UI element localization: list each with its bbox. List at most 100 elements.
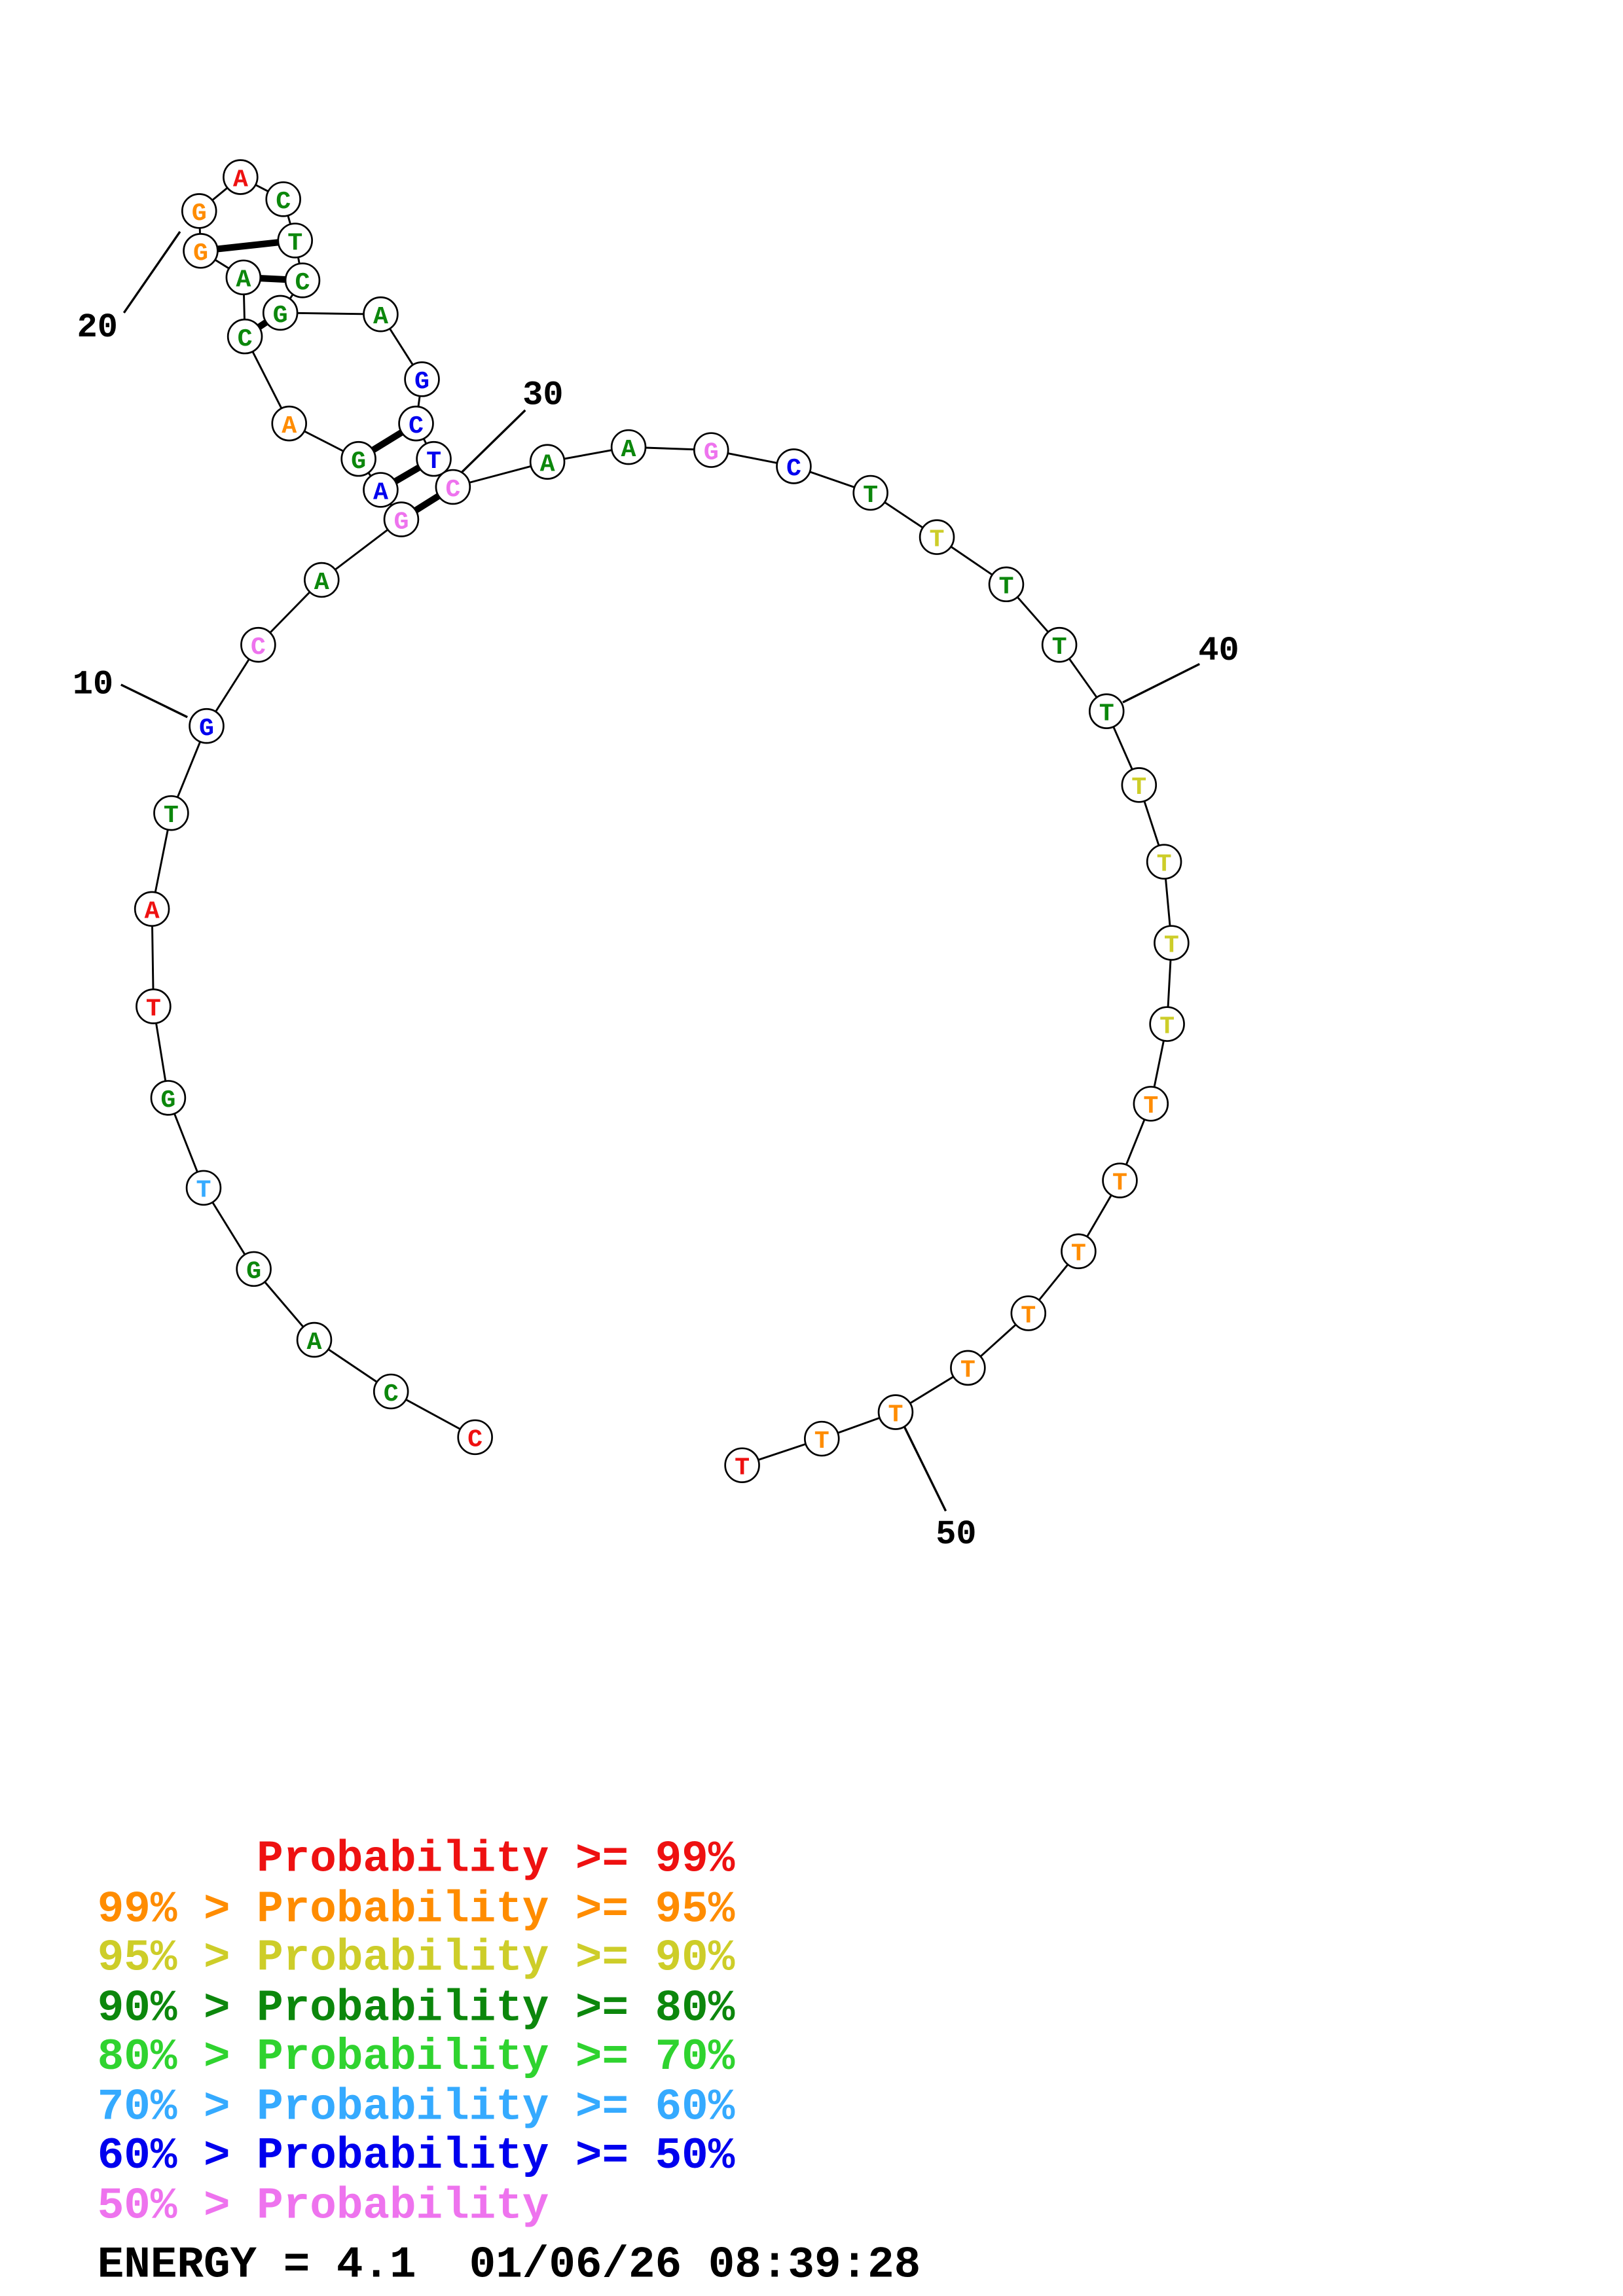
nucleotide-letter: T [930,525,945,554]
nucleotide-circle [153,795,189,831]
nucleotide-circle [277,223,313,259]
nucleotide-circle [724,1447,760,1483]
nucleotide-circle [1133,1086,1169,1122]
nucleotide-letter: G [246,1257,261,1286]
nucleotide-circle [271,405,307,442]
nucleotide-letter: T [1112,1168,1127,1197]
nucleotide-circle [988,566,1025,603]
nucleotide-letter: G [273,301,288,330]
nucleotide-letter: T [1164,931,1179,960]
nucleotide-24: C [284,262,321,298]
nucleotide-10: G [189,708,225,744]
nucleotide-35: T [852,475,888,511]
nucleotide-letter: T [888,1400,903,1429]
nucleotide-15: G [340,440,376,477]
legend-line: 80% > Probability >= 70% [98,2033,735,2083]
nucleotide-circle [265,181,301,217]
nucleotide-circle [1149,1006,1185,1042]
nucleotide-5: T [185,1170,222,1206]
nucleotide-circle [150,1080,187,1116]
legend-line: 99% > Probability >= 95% [98,1885,735,1935]
nucleotide-circle [240,626,276,663]
label-leader-line [120,683,188,719]
nucleotide-38: T [1041,626,1078,663]
nucleotide-circle [1121,767,1158,803]
nucleotide-circle [416,440,452,477]
nucleotide-4: G [236,1251,272,1287]
nucleotide-letter: T [814,1427,830,1456]
nucleotide-41: T [1146,844,1182,880]
nucleotide-circle [1154,925,1190,961]
nucleotide-letter: C [445,475,460,504]
nucleotide-46: T [1061,1233,1097,1270]
nucleotide-circle [1102,1162,1138,1198]
nucleotide-circle [1041,626,1078,663]
nucleotide-letter: T [735,1454,750,1482]
nucleotide-22: C [265,181,301,217]
nucleotide-47: T [1010,1295,1047,1331]
nucleotide-letter: G [704,438,719,467]
nucleotide-29: T [416,440,452,477]
nucleotide-circle [363,472,399,508]
nucleotide-letter: A [540,450,555,478]
nucleotide-18: A [225,259,262,296]
nucleotide-7: T [136,988,172,1024]
nucleotide-letter: T [1159,1012,1175,1041]
sequence-number-label: 20 [77,308,118,347]
nucleotide-circle [183,232,219,269]
label-leader-line [1122,663,1200,704]
sequence-number-label: 50 [936,1515,976,1554]
legend-line: 60% > Probability >= 50% [98,2132,735,2181]
nucleotide-9: T [153,795,189,831]
nucleotide-letter: T [1131,773,1146,802]
nucleotide-circle [136,988,172,1024]
nucleotide-26: A [363,296,399,332]
nucleotide-letter: T [164,801,179,830]
nucleotide-letter: T [196,1176,211,1205]
nucleotide-43: T [1149,1006,1185,1042]
nucleotide-17: C [227,318,263,355]
nucleotide-letter: G [351,447,366,476]
nucleotide-letter: A [307,1328,322,1357]
nucleotide-circle [693,432,729,468]
legend-line: 90% > Probability >= 80% [98,1984,735,2034]
nucleotide-letter: A [314,568,329,597]
nucleotide-letter: A [621,435,636,464]
nucleotide-letter: G [160,1086,175,1115]
nucleotide-letter: C [467,1426,483,1454]
label-leader-line [122,230,181,314]
nucleotide-circle [383,501,420,537]
nucleotide-letter: A [373,302,388,331]
nucleotide-20: G [181,193,217,229]
nucleotide-circle [296,1321,333,1358]
nucleotide-letter: C [295,268,310,297]
nucleotide-circle [189,708,225,744]
nucleotide-14: A [363,472,399,508]
nucleotide-12: A [304,562,340,598]
nucleotide-3: A [296,1321,333,1358]
nucleotide-1: C [457,1419,493,1456]
nucleotide-28: C [398,405,434,442]
nucleotide-letter: G [192,199,207,228]
nucleotide-45: T [1102,1162,1138,1198]
nucleotide-letter: A [373,478,388,507]
nucleotide-circle [284,262,321,298]
nucleotide-37: T [988,566,1025,603]
nucleotide-letter: T [287,228,302,257]
legend-line: Probability >= 99% [98,1835,735,1885]
nucleotide-letter: T [146,994,161,1023]
nucleotide-circle [185,1170,222,1206]
nucleotide-letter: T [960,1356,976,1385]
nucleotide-48: T [950,1350,986,1386]
legend-line: 50% > Probability [98,2182,549,2232]
nucleotide-30: C [435,469,471,505]
nucleotide-circle [919,519,955,555]
nucleotide-13: G [383,501,420,537]
nucleotide-letter: A [145,897,160,926]
nucleotide-31: A [529,444,566,480]
nucleotide-letter: G [414,367,429,396]
nucleotide-circle [1061,1233,1097,1270]
nucleotide-circle [877,1394,914,1430]
nucleotide-letter: C [276,187,291,216]
